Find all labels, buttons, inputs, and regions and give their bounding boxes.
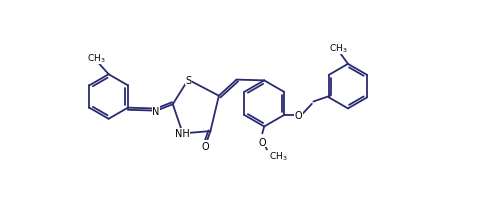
Text: O: O: [259, 137, 266, 147]
Text: N: N: [152, 106, 160, 116]
Text: CH$_3$: CH$_3$: [329, 42, 348, 55]
Text: O: O: [201, 141, 209, 151]
Text: S: S: [185, 75, 191, 85]
Text: O: O: [295, 110, 303, 120]
Text: CH$_3$: CH$_3$: [269, 150, 288, 162]
Text: NH: NH: [175, 129, 190, 139]
Text: CH$_3$: CH$_3$: [87, 52, 106, 64]
